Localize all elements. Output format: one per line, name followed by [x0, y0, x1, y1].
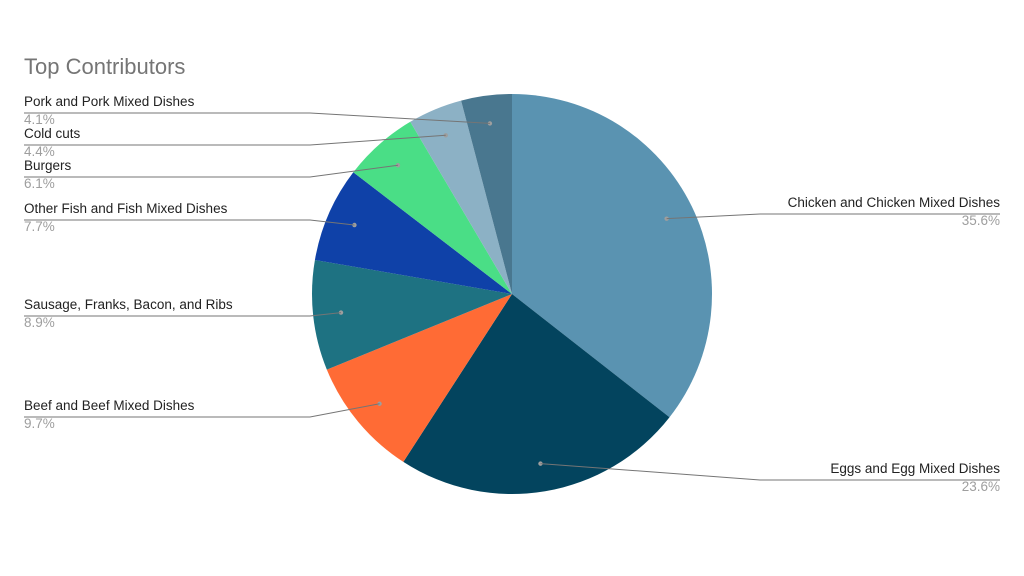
pie-slice-cold-cuts	[410, 100, 512, 294]
slice-percent-eggs-and-egg-mixed-dishes: 23.6%	[962, 479, 1000, 494]
slice-label-beef-and-beef-mixed-dishes: Beef and Beef Mixed Dishes	[24, 398, 195, 413]
pie-slice-other-fish-and-fish-mixed-dishes	[314, 172, 512, 294]
leader-line-eggs-and-egg-mixed-dishes	[540, 463, 1000, 481]
slice-percent-burgers: 6.1%	[24, 176, 55, 191]
leader-line-cold-cuts	[24, 134, 446, 146]
slice-label-pork-and-pork-mixed-dishes: Pork and Pork Mixed Dishes	[24, 94, 195, 109]
slice-labels: Chicken and Chicken Mixed Dishes 35.6% Egg…	[24, 94, 1000, 494]
leader-dot-eggs-and-egg-mixed-dishes	[538, 461, 543, 466]
slice-percent-beef-and-beef-mixed-dishes: 9.7%	[24, 416, 55, 431]
leader-line-chicken-and-chicken-mixed-dishes	[666, 213, 1000, 220]
slice-percent-chicken-and-chicken-mixed-dishes: 35.6%	[962, 213, 1000, 228]
slice-label-sausage-franks-bacon-and-ribs: Sausage, Franks, Bacon, and Ribs	[24, 297, 233, 312]
slice-label-burgers: Burgers	[24, 158, 72, 173]
pie-slice-eggs-and-egg-mixed-dishes	[403, 294, 670, 495]
slice-percent-cold-cuts: 4.4%	[24, 144, 55, 159]
pie-slice-beef-and-beef-mixed-dishes	[326, 294, 512, 462]
slice-percent-sausage-franks-bacon-and-ribs: 8.9%	[24, 315, 55, 330]
pie-slice-chicken-and-chicken-mixed-dishes	[512, 94, 712, 418]
slice-label-chicken-and-chicken-mixed-dishes: Chicken and Chicken Mixed Dishes	[788, 195, 1001, 210]
leader-lines	[24, 112, 1000, 481]
leader-line-burgers	[24, 164, 399, 178]
pie-slice-sausage-franks-bacon-and-ribs	[311, 259, 512, 370]
slice-label-cold-cuts: Cold cuts	[24, 126, 81, 141]
leader-line-sausage-franks-bacon-and-ribs	[24, 312, 342, 317]
slice-percent-pork-and-pork-mixed-dishes: 4.1%	[24, 112, 55, 127]
pie-slice-burgers	[353, 121, 512, 294]
leader-line-pork-and-pork-mixed-dishes	[24, 112, 490, 124]
leader-line-beef-and-beef-mixed-dishes	[24, 403, 380, 418]
pie-slice-pork-and-pork-mixed-dishes	[461, 94, 512, 294]
slice-label-other-fish-and-fish-mixed-dishes: Other Fish and Fish Mixed Dishes	[24, 201, 228, 216]
slice-label-eggs-and-egg-mixed-dishes: Eggs and Egg Mixed Dishes	[830, 461, 1000, 476]
slice-percent-other-fish-and-fish-mixed-dishes: 7.7%	[24, 219, 55, 234]
pie-slices	[311, 94, 712, 495]
chart-title: Top Contributors	[24, 54, 185, 79]
leader-line-other-fish-and-fish-mixed-dishes	[24, 219, 355, 226]
